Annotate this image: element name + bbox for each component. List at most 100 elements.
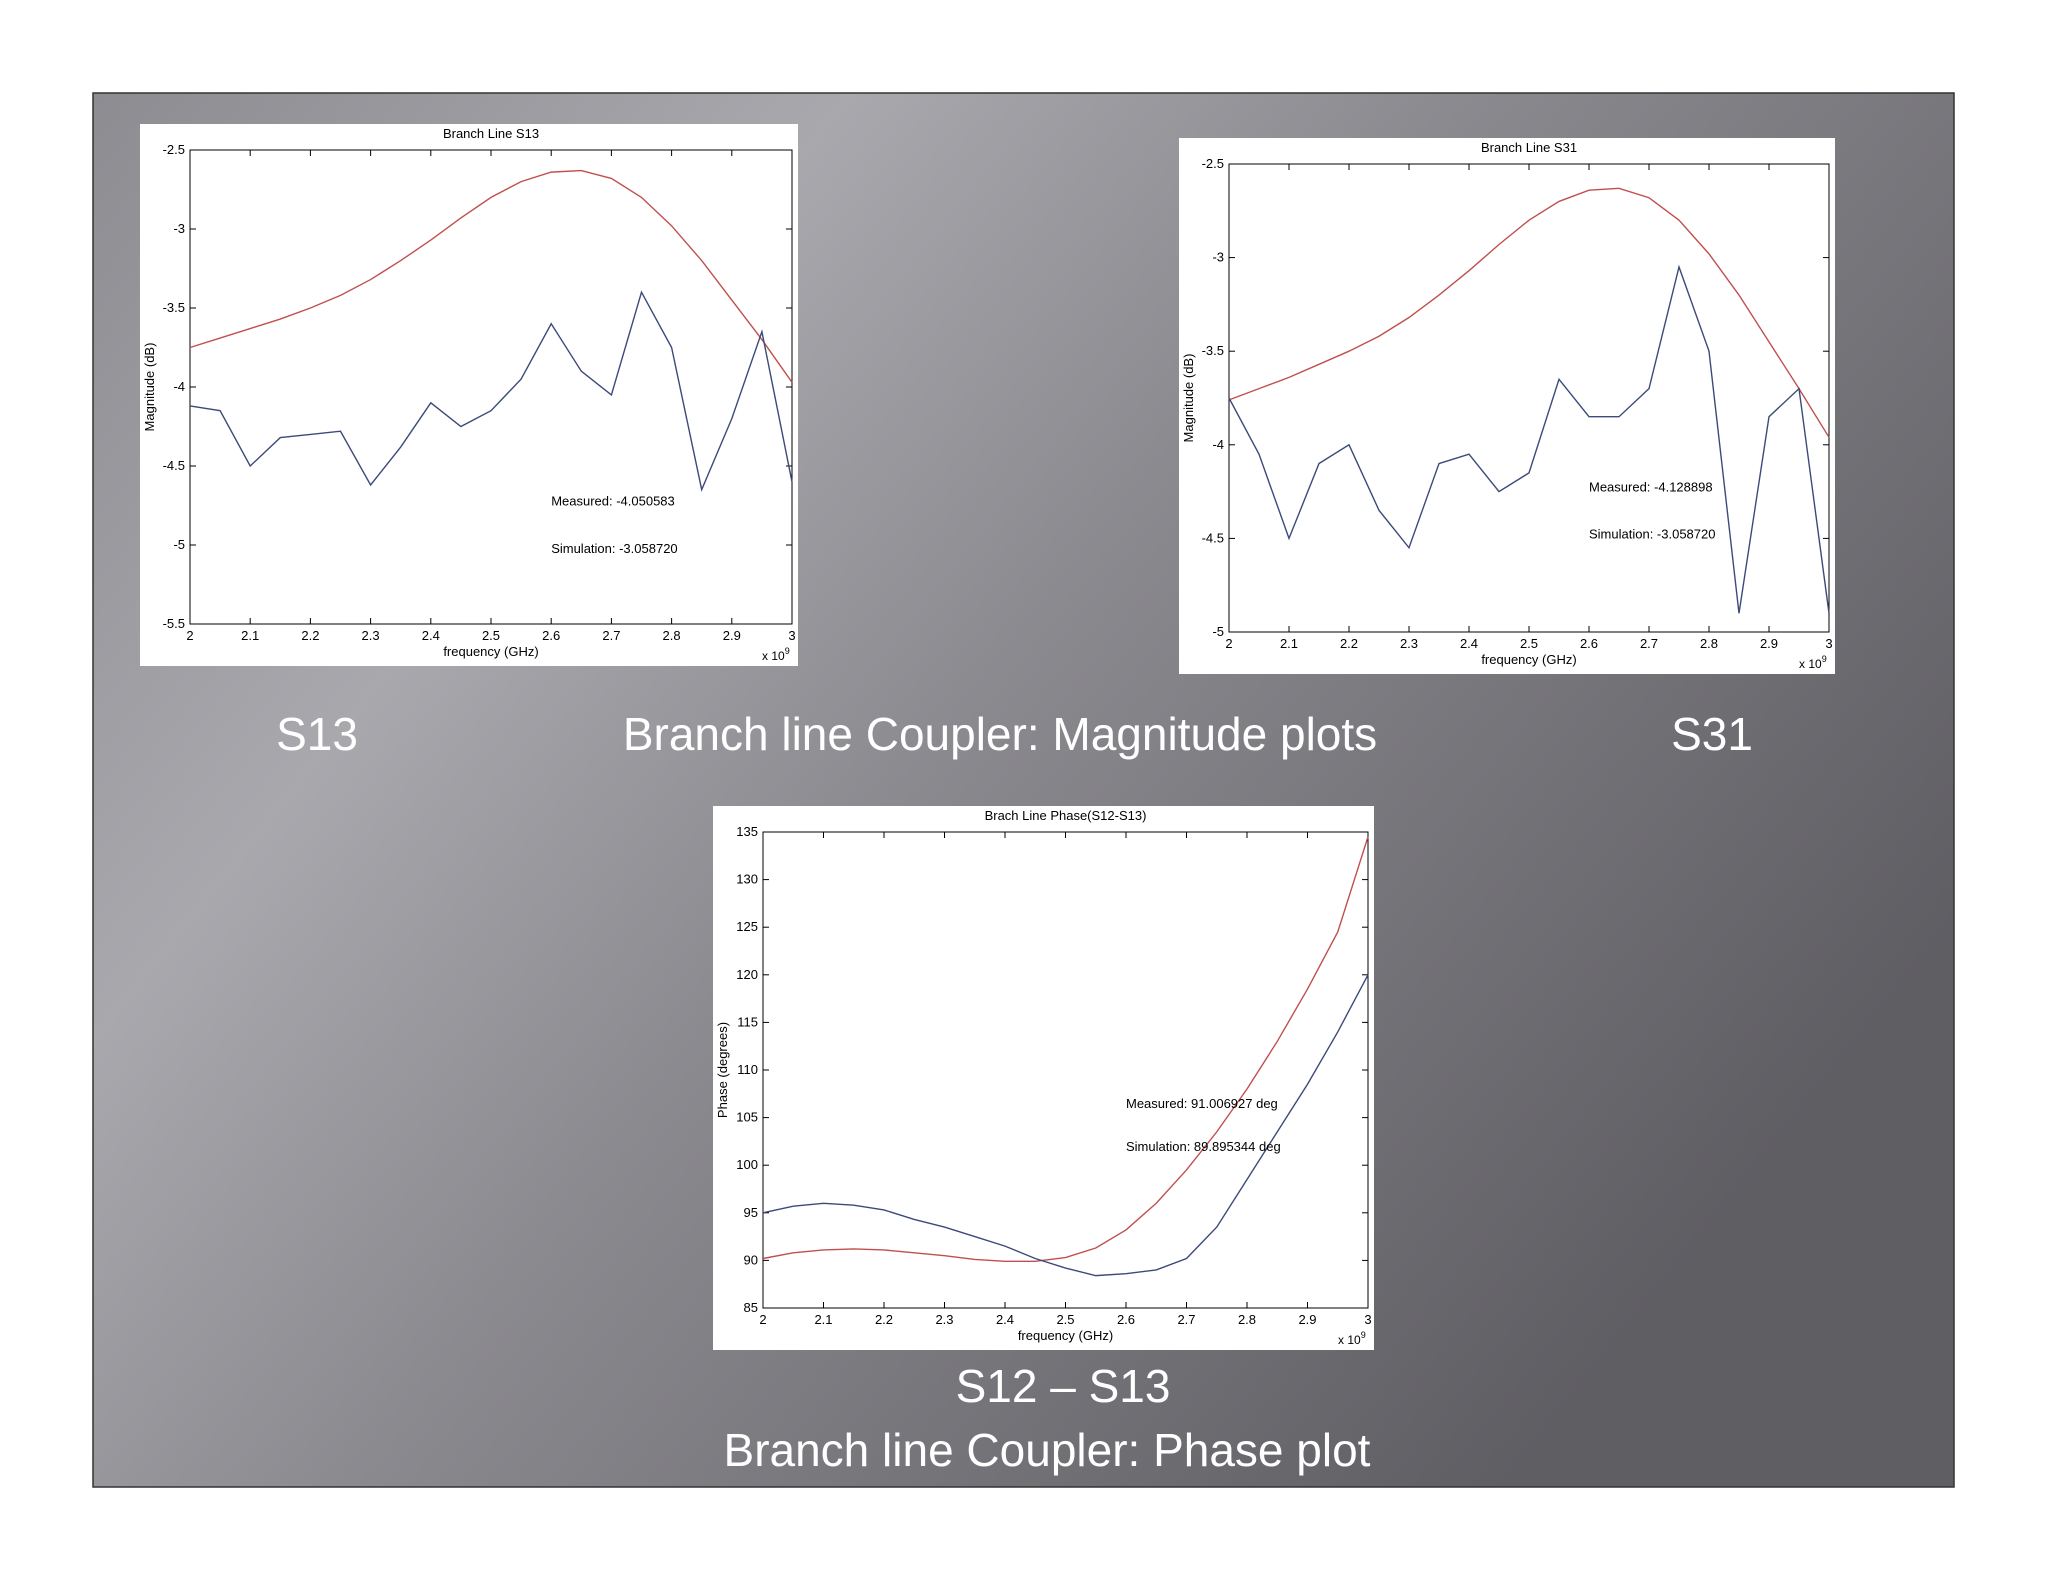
x-tick-label: 2.8 <box>1700 636 1718 651</box>
y-tick-label: 135 <box>736 824 758 839</box>
x-tick-label: 2.4 <box>1460 636 1478 651</box>
x-scale-base: x 10 <box>762 649 785 663</box>
x-tick-label: 2.8 <box>1238 1312 1256 1327</box>
annotation: Measured: 91.006927 deg <box>1126 1096 1278 1111</box>
chart-title: Branch Line S31 <box>1481 140 1577 155</box>
x-tick-label: 2.1 <box>814 1312 832 1327</box>
x-tick-label: 2.9 <box>1760 636 1778 651</box>
x-tick-label: 2.2 <box>301 628 319 643</box>
x-scale-exponent: 9 <box>1822 654 1827 664</box>
y-tick-label: 115 <box>737 1014 758 1029</box>
annotation: Simulation: -3.058720 <box>1589 526 1715 541</box>
y-axis-label: Magnitude (dB) <box>1181 354 1196 443</box>
y-tick-label: 130 <box>736 872 758 887</box>
x-axis-label: frequency (GHz) <box>1018 1328 1113 1343</box>
x-scale-label: x 109 <box>762 646 790 663</box>
y-axis-label: Phase (degrees) <box>715 1022 730 1118</box>
data-line <box>762 974 1369 1277</box>
x-tick-label: 3 <box>788 628 795 643</box>
y-tick-label: -5 <box>173 537 185 552</box>
y-tick-label: -4 <box>173 379 185 394</box>
x-tick-label: 2.1 <box>1280 636 1298 651</box>
chart-background <box>140 124 798 666</box>
y-tick-label: 100 <box>736 1157 758 1172</box>
x-axis-label: frequency (GHz) <box>443 644 538 659</box>
x-tick-label: 2.1 <box>241 628 259 643</box>
y-tick-label: 95 <box>744 1205 758 1220</box>
caption: S12 – S13 <box>956 1360 1171 1412</box>
chart: Branch Line S31 frequency (GHz) Magnitude … <box>1179 138 1835 674</box>
y-tick-label: 110 <box>737 1062 758 1077</box>
chart: Branch Line S13 frequency (GHz) Magnitude … <box>140 124 798 666</box>
data-line <box>762 836 1369 1263</box>
x-scale-label: x 109 <box>1338 1330 1366 1347</box>
x-tick-label: 2.4 <box>996 1312 1014 1327</box>
x-tick-label: 3 <box>1364 1312 1371 1327</box>
caption: S13 <box>276 708 358 760</box>
y-tick-label: 125 <box>736 919 758 934</box>
x-tick-label: 2.4 <box>422 628 440 643</box>
caption: S31 <box>1671 708 1753 760</box>
x-tick-label: 2.5 <box>482 628 500 643</box>
x-tick-label: 2.7 <box>1177 1312 1195 1327</box>
x-scale-exponent: 9 <box>785 646 790 656</box>
x-tick-label: 2.9 <box>1298 1312 1316 1327</box>
y-tick-label: 85 <box>744 1300 758 1315</box>
y-tick-label: -3.5 <box>163 300 185 315</box>
data-line <box>1228 264 1830 614</box>
caption: Branch line Coupler: Phase plot <box>724 1424 1371 1476</box>
y-tick-label: 105 <box>736 1110 758 1125</box>
data-line <box>189 290 793 493</box>
y-tick-label: -4.5 <box>1202 530 1224 545</box>
chart-title: Brach Line Phase(S12-S13) <box>985 808 1147 823</box>
x-tick-label: 2.9 <box>723 628 741 643</box>
y-tick-label: 120 <box>736 967 758 982</box>
data-line <box>1228 187 1830 438</box>
x-tick-label: 2.5 <box>1056 1312 1074 1327</box>
y-tick-label: -4.5 <box>163 458 185 473</box>
x-scale-label: x 109 <box>1799 654 1827 671</box>
x-tick-label: 2.7 <box>602 628 620 643</box>
y-tick-label: -3.5 <box>1202 343 1224 358</box>
annotation: Simulation: 89.895344 deg <box>1126 1139 1281 1154</box>
x-tick-label: 2.2 <box>875 1312 893 1327</box>
chart-background <box>713 806 1374 1350</box>
y-tick-label: -3 <box>173 221 185 236</box>
x-scale-exponent: 9 <box>1361 1330 1366 1340</box>
x-tick-label: 2.6 <box>1117 1312 1135 1327</box>
y-tick-label: -5 <box>1212 624 1224 639</box>
chart-background <box>1179 138 1835 674</box>
data-line <box>189 169 793 383</box>
x-tick-label: 2.8 <box>663 628 681 643</box>
x-tick-label: 2 <box>1225 636 1232 651</box>
x-tick-label: 2.6 <box>1580 636 1598 651</box>
annotation: Measured: -4.128898 <box>1589 480 1713 495</box>
x-tick-label: 2.6 <box>542 628 560 643</box>
x-tick-label: 3 <box>1825 636 1832 651</box>
y-tick-label: -2.5 <box>1202 156 1224 171</box>
y-axis-label: Magnitude (dB) <box>142 343 157 432</box>
annotation: Measured: -4.050583 <box>551 494 675 509</box>
y-tick-label: -4 <box>1212 437 1224 452</box>
y-tick-label: -5.5 <box>163 616 185 631</box>
x-axis-label: frequency (GHz) <box>1481 652 1576 667</box>
y-tick-label: 90 <box>744 1252 758 1267</box>
x-tick-label: 2.5 <box>1520 636 1538 651</box>
y-tick-label: -2.5 <box>163 142 185 157</box>
caption: Branch line Coupler: Magnitude plots <box>623 708 1377 760</box>
x-tick-label: 2.7 <box>1640 636 1658 651</box>
chart-title: Branch Line S13 <box>443 126 539 141</box>
annotation: Simulation: -3.058720 <box>551 541 677 556</box>
x-scale-base: x 10 <box>1338 1333 1361 1347</box>
x-tick-label: 2.2 <box>1340 636 1358 651</box>
y-tick-label: -3 <box>1212 250 1224 265</box>
x-tick-label: 2.3 <box>1400 636 1418 651</box>
x-tick-label: 2.3 <box>362 628 380 643</box>
x-tick-label: 2.3 <box>935 1312 953 1327</box>
chart: Brach Line Phase(S12-S13) frequency (GHz)… <box>713 806 1374 1350</box>
x-tick-label: 2 <box>759 1312 766 1327</box>
x-tick-label: 2 <box>186 628 193 643</box>
x-scale-base: x 10 <box>1799 657 1822 671</box>
